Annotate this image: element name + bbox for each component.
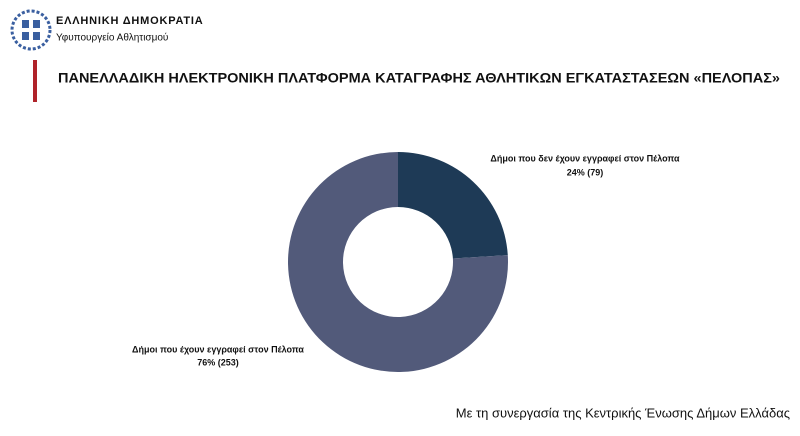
donut-slice [287,152,508,372]
country-name: ΕΛΛΗΝΙΚΗ ΔΗΜΟΚΡΑΤΙΑ [56,15,203,27]
accent-bar [33,60,37,102]
ministry-name: Υφυπουργείο Αθλητισμού [56,32,168,44]
slice-value-label: 24% (79) [567,167,604,177]
slice-label: Δήμοι που δεν έχουν εγγραφεί στον Πέλοπα [490,153,680,163]
footer-note: Με τη συνεργασία της Κεντρικής Ένωσης Δή… [456,405,790,420]
chart-title: ΠΑΝΕΛΛΑΔΙΚΗ ΗΛΕΚΤΡΟΝΙΚΗ ΠΛΑΤΦΟΡΜΑ ΚΑΤΑΓΡ… [58,70,780,86]
donut-slice [398,152,508,259]
slice-value-label: 76% (253) [197,357,239,367]
slice-label: Δήμοι που έχουν εγγραφεί στον Πέλοπα [132,344,304,354]
emblem [10,9,52,51]
donut-chart: Δήμοι που δεν έχουν εγγραφεί στον Πέλοπα… [132,152,680,372]
